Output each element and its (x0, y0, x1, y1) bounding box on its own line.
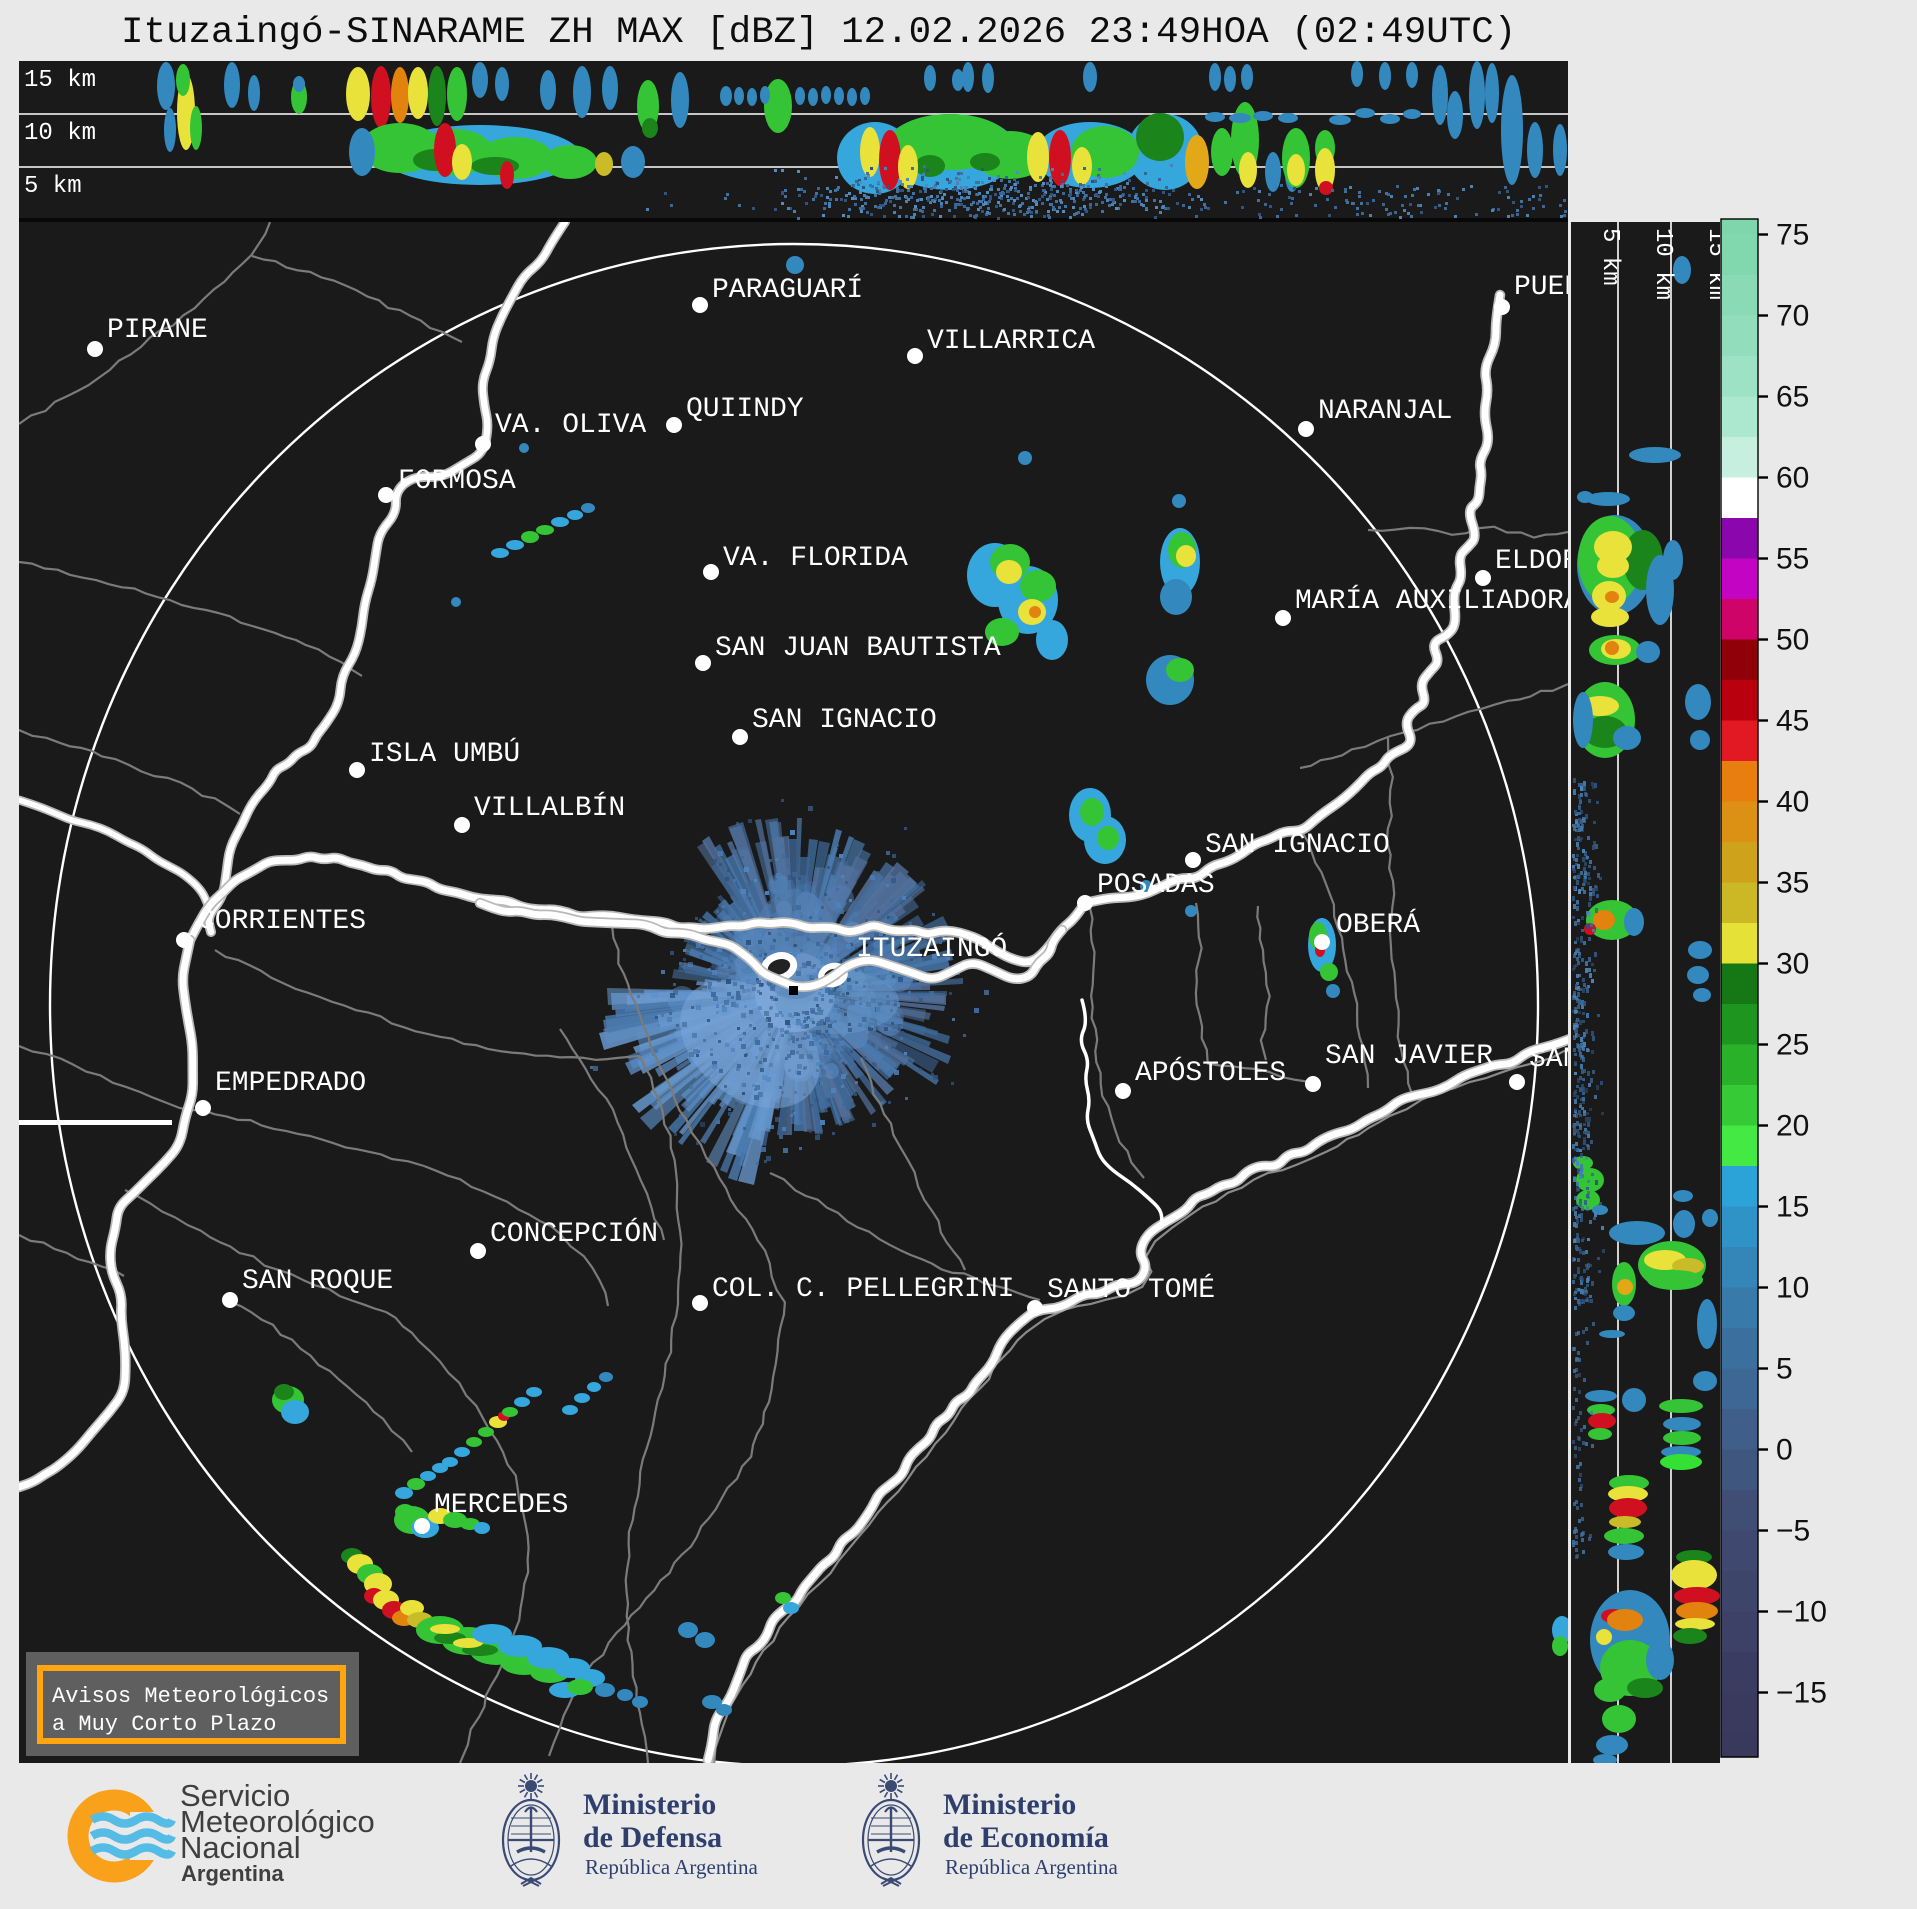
svg-text:EMPEDRADO: EMPEDRADO (215, 1068, 366, 1099)
svg-text:15 km: 15 km (24, 67, 96, 94)
svg-text:VA. FLORIDA: VA. FLORIDA (723, 543, 908, 574)
svg-text:SAN: SAN (1529, 1044, 1579, 1075)
svg-text:15: 15 (1776, 1191, 1809, 1224)
svg-text:OBERÁ: OBERÁ (1336, 909, 1420, 941)
svg-text:NARANJAL: NARANJAL (1318, 396, 1452, 427)
svg-text:Avisos Meteorológicos: Avisos Meteorológicos (52, 1684, 329, 1709)
svg-text:5 km: 5 km (1596, 228, 1623, 286)
svg-text:10: 10 (1776, 1272, 1809, 1305)
svg-text:SAN ROQUE: SAN ROQUE (242, 1266, 393, 1297)
svg-text:ELDORADO: ELDORADO (1495, 546, 1629, 577)
svg-text:SAN JUAN BAUTISTA: SAN JUAN BAUTISTA (715, 633, 1001, 664)
svg-text:50: 50 (1776, 624, 1809, 657)
svg-text:0: 0 (1776, 1434, 1793, 1467)
svg-text:45: 45 (1776, 705, 1809, 738)
svg-text:5: 5 (1776, 1353, 1793, 1386)
svg-text:PUERTO: PUERTO (1514, 272, 1615, 303)
svg-text:35: 35 (1776, 867, 1809, 900)
svg-text:70: 70 (1776, 300, 1809, 333)
svg-text:VA. OLIVA: VA. OLIVA (495, 410, 646, 441)
svg-text:SANTO TOMÉ: SANTO TOMÉ (1047, 1274, 1215, 1306)
svg-text:ITUZAINGÓ: ITUZAINGÓ (856, 932, 1007, 965)
svg-text:CONCEPCIÓN: CONCEPCIÓN (490, 1217, 658, 1250)
svg-text:SAN IGNACIO: SAN IGNACIO (752, 705, 937, 736)
svg-text:FORMOSA: FORMOSA (398, 466, 516, 497)
svg-text:25: 25 (1776, 1029, 1809, 1062)
svg-text:−5: −5 (1776, 1515, 1810, 1548)
svg-text:40: 40 (1776, 786, 1809, 819)
svg-text:Ministerio: Ministerio (943, 1788, 1076, 1821)
svg-text:SAN IGNACIO: SAN IGNACIO (1205, 830, 1390, 861)
svg-text:de Economía: de Economía (943, 1821, 1109, 1854)
svg-text:MARÍA AUXILIADORA: MARÍA AUXILIADORA (1295, 585, 1581, 617)
svg-text:a Muy Corto Plazo: a Muy Corto Plazo (52, 1712, 276, 1737)
svg-text:República Argentina: República Argentina (945, 1855, 1118, 1879)
svg-text:55: 55 (1776, 543, 1809, 576)
svg-text:de Defensa: de Defensa (583, 1821, 722, 1854)
svg-text:Meteorológico: Meteorológico (180, 1804, 375, 1839)
svg-text:20: 20 (1776, 1110, 1809, 1143)
svg-text:QUIINDY: QUIINDY (686, 394, 804, 425)
svg-text:Ministerio: Ministerio (583, 1788, 716, 1821)
svg-text:VILLARRICA: VILLARRICA (927, 326, 1095, 357)
svg-text:República Argentina: República Argentina (585, 1855, 758, 1879)
svg-text:VILLALBÍN: VILLALBÍN (474, 792, 625, 824)
svg-text:ISLA UMBÚ: ISLA UMBÚ (369, 737, 520, 770)
svg-text:−10: −10 (1776, 1596, 1827, 1629)
svg-text:10 km: 10 km (24, 120, 96, 147)
svg-text:SAN JAVIER: SAN JAVIER (1325, 1041, 1493, 1072)
svg-text:Ituzaingó-SINARAME ZH MAX [dBZ: Ituzaingó-SINARAME ZH MAX [dBZ] 12.02.20… (121, 12, 1516, 54)
svg-text:POSADAS: POSADAS (1097, 870, 1215, 901)
svg-text:MERCEDES: MERCEDES (434, 1490, 568, 1521)
svg-text:−15: −15 (1776, 1677, 1827, 1710)
svg-text:APÓSTOLES: APÓSTOLES (1135, 1056, 1286, 1089)
svg-text:10 km: 10 km (1649, 228, 1676, 300)
svg-text:75: 75 (1776, 219, 1809, 252)
svg-text:PIRANE: PIRANE (107, 315, 208, 346)
svg-text:30: 30 (1776, 948, 1809, 981)
svg-text:60: 60 (1776, 462, 1809, 495)
svg-text:PARAGUARÍ: PARAGUARÍ (712, 274, 863, 306)
svg-text:Servicio: Servicio (180, 1778, 290, 1813)
svg-text:65: 65 (1776, 381, 1809, 414)
svg-text:Argentina: Argentina (181, 1861, 284, 1886)
svg-text:5 km: 5 km (24, 173, 82, 200)
svg-text:COL. C. PELLEGRINI: COL. C. PELLEGRINI (712, 1274, 1014, 1305)
svg-text:Nacional: Nacional (180, 1830, 301, 1865)
svg-text:CORRIENTES: CORRIENTES (198, 906, 366, 937)
